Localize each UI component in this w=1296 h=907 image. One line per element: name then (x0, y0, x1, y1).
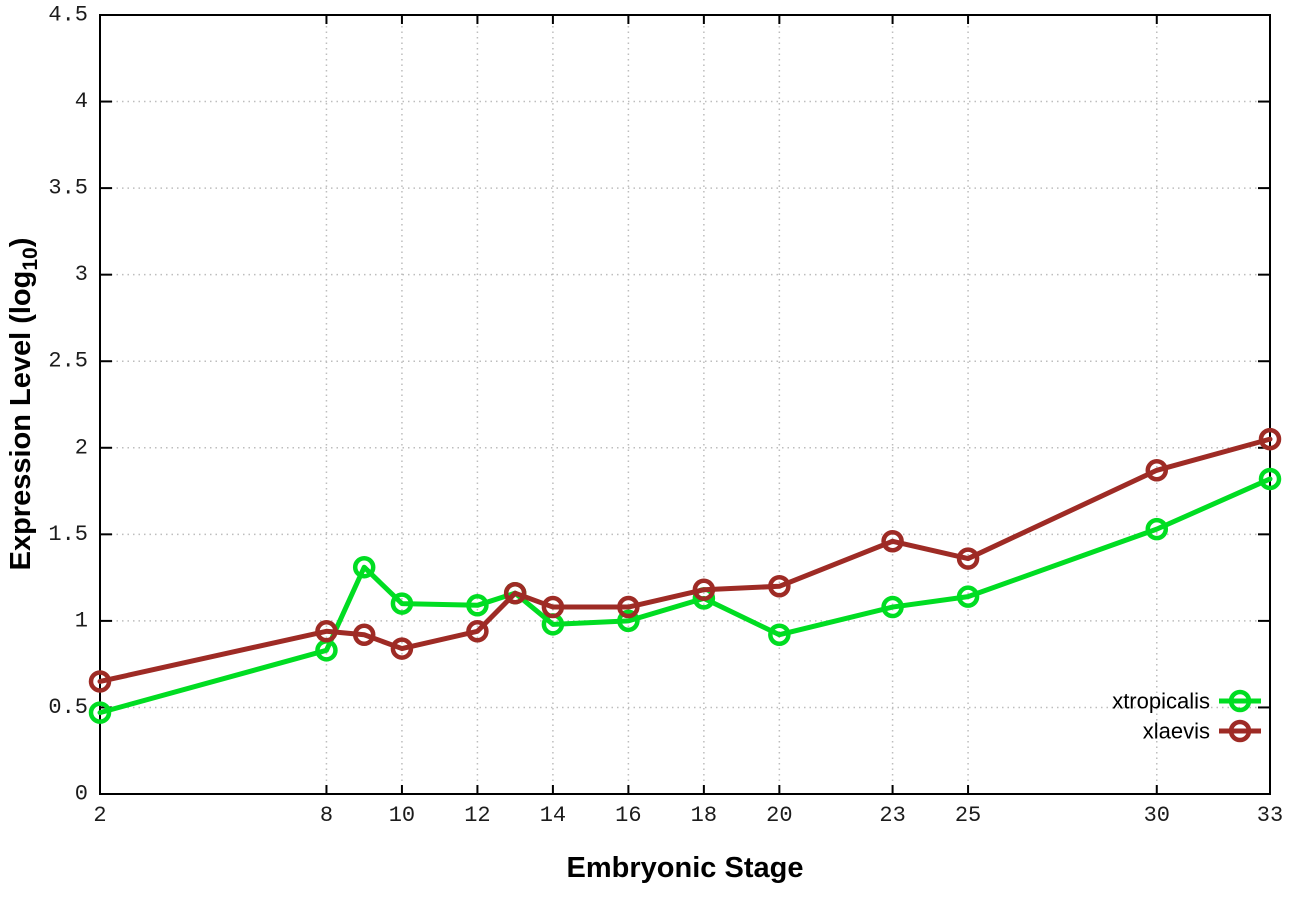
legend-item-xtropicalis: xtropicalis (1112, 689, 1261, 714)
x-tick-label: 16 (615, 803, 641, 828)
data-point-marker-xtropicalis (390, 592, 414, 615)
x-tick-label: 8 (320, 803, 333, 828)
data-point-marker-xlaevis (1258, 427, 1282, 451)
y-tick-label: 2.5 (48, 349, 88, 374)
legend-label-xtropicalis: xtropicalis (1112, 689, 1210, 714)
y-tick-label: 4.5 (48, 3, 88, 28)
x-tick-label: 20 (766, 803, 792, 828)
legend-marker-circle-icon (1228, 689, 1252, 713)
data-point-marker-xtropicalis (617, 609, 640, 633)
data-point-marker-xtropicalis (88, 701, 112, 724)
x-tick-label: 33 (1257, 803, 1283, 828)
data-point-marker-xlaevis (466, 620, 489, 643)
data-point-marker-xtropicalis (466, 594, 489, 617)
legend-label-xlaevis: xlaevis (1143, 719, 1210, 744)
x-tick-label: 12 (464, 803, 490, 828)
y-tick-label: 0 (75, 782, 88, 807)
data-point-marker-xtropicalis (352, 555, 376, 579)
y-tick-label: 3.5 (48, 176, 88, 201)
y-tick-label: 4 (75, 89, 88, 114)
data-point-marker-xlaevis (315, 620, 338, 643)
plot-border (99, 14, 1271, 795)
data-point-marker-xlaevis (692, 578, 716, 601)
data-point-marker-xlaevis (956, 547, 980, 570)
data-point-marker-xlaevis (1145, 459, 1169, 482)
x-tick-label: 30 (1144, 803, 1170, 828)
data-point-marker-xlaevis (390, 637, 414, 660)
y-tick-label: 1.5 (48, 522, 88, 547)
data-point-marker-xtropicalis (956, 585, 980, 608)
chart-overlay-layer: Embryonic Stage Expression Level (log10)… (5, 238, 1261, 884)
data-point-marker-xtropicalis (1145, 517, 1169, 541)
data-point-marker-xlaevis (881, 530, 904, 553)
x-axis-title: Embryonic Stage (567, 852, 804, 884)
x-tick-label: 23 (879, 803, 905, 828)
chart-generated-layer: 2 8 10 12 14 16 18 20 23 25 30 33 0 0.5 1 1.5 2 2.5 3 3.5 4 4… (48, 3, 1283, 829)
x-tick-label: 2 (93, 803, 106, 828)
y-tick-label: 3 (75, 262, 88, 287)
data-point-marker-xlaevis (768, 575, 791, 598)
data-point-marker-xlaevis (503, 581, 527, 605)
legend: xtropicalis xlaevis (1112, 689, 1261, 744)
legend-item-xlaevis: xlaevis (1143, 719, 1261, 744)
y-axis-title: Expression Level (log10) (5, 238, 42, 571)
data-point-marker-xtropicalis (768, 623, 791, 646)
legend-marker-circle-icon (1228, 719, 1252, 743)
y-tick-label: 0.5 (48, 695, 88, 720)
x-tick-label: 18 (691, 803, 717, 828)
series-line-xlaevis (97, 436, 1273, 684)
data-point-marker-xtropicalis (881, 595, 904, 619)
x-tick-label: 10 (389, 803, 415, 828)
x-tick-label: 25 (955, 803, 981, 828)
y-tick-label: 2 (75, 435, 88, 460)
data-point-marker-xlaevis (352, 623, 376, 646)
x-tick-label: 14 (540, 803, 566, 828)
data-point-marker-xlaevis (88, 670, 112, 693)
data-point-marker-xtropicalis (1258, 467, 1282, 491)
data-point-marker-xlaevis (617, 595, 640, 619)
y-tick-label: 1 (75, 608, 88, 633)
data-point-marker-xlaevis (541, 595, 565, 619)
